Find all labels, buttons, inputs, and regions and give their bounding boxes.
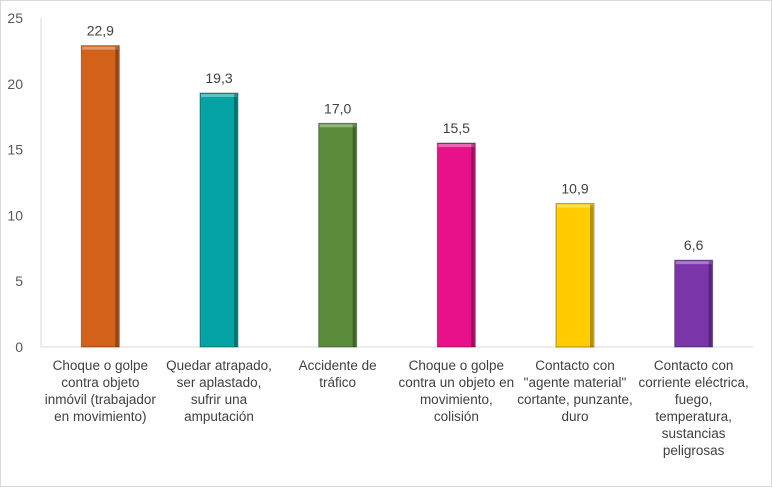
bar-bevel-top	[675, 261, 712, 265]
bar-bevel-side	[234, 94, 237, 348]
bar-bevel-top	[82, 46, 119, 50]
bar-bevel-top	[201, 94, 237, 98]
x-category-label: Quedar atrapado, ser aplastado, sufrir u…	[166, 358, 272, 424]
bar	[199, 92, 239, 348]
data-label: 10,9	[561, 181, 588, 197]
data-label: 15,5	[443, 120, 470, 136]
bar-bevel-side	[708, 261, 712, 347]
y-tick-label: 10	[7, 207, 23, 223]
data-label: 17,0	[324, 100, 351, 116]
data-label: 19,3	[205, 70, 232, 86]
bar-bevel-side	[352, 124, 356, 347]
y-tick-label: 20	[7, 76, 23, 92]
x-category-label: Contacto con "agente material" cortante,…	[517, 358, 633, 424]
x-category-label: Choque o golpe contra un objeto en movim…	[398, 358, 515, 424]
bar-bevel-side	[115, 46, 119, 348]
x-category-label: Contacto con corriente eléctrica, fuego,…	[638, 358, 749, 458]
y-tick-label: 25	[7, 10, 23, 26]
bar-body	[199, 92, 239, 348]
bar	[318, 122, 358, 348]
bar-bevel-top	[319, 124, 356, 128]
bar-bevel-side	[590, 204, 593, 347]
y-tick-label: 15	[7, 142, 23, 158]
bar-bevel-side	[471, 144, 475, 347]
bar-body	[436, 142, 476, 348]
x-category-label: Accidente de tráfico	[298, 358, 377, 390]
bar	[436, 142, 476, 348]
y-tick-label: 5	[15, 273, 23, 289]
bar	[674, 259, 714, 348]
y-tick-label: 0	[15, 339, 23, 355]
data-label: 22,9	[87, 23, 114, 39]
bar-body	[555, 203, 595, 348]
data-label: 6,6	[684, 237, 704, 253]
bar	[555, 203, 595, 348]
bar-bevel-top	[438, 144, 475, 148]
bar-bevel-top	[557, 204, 593, 208]
bar-body	[674, 259, 714, 348]
bar-body	[318, 122, 358, 348]
bar-body	[80, 45, 120, 348]
x-category-label: Choque o golpe contra objeto inmóvil (tr…	[44, 358, 156, 424]
bar	[80, 45, 120, 348]
